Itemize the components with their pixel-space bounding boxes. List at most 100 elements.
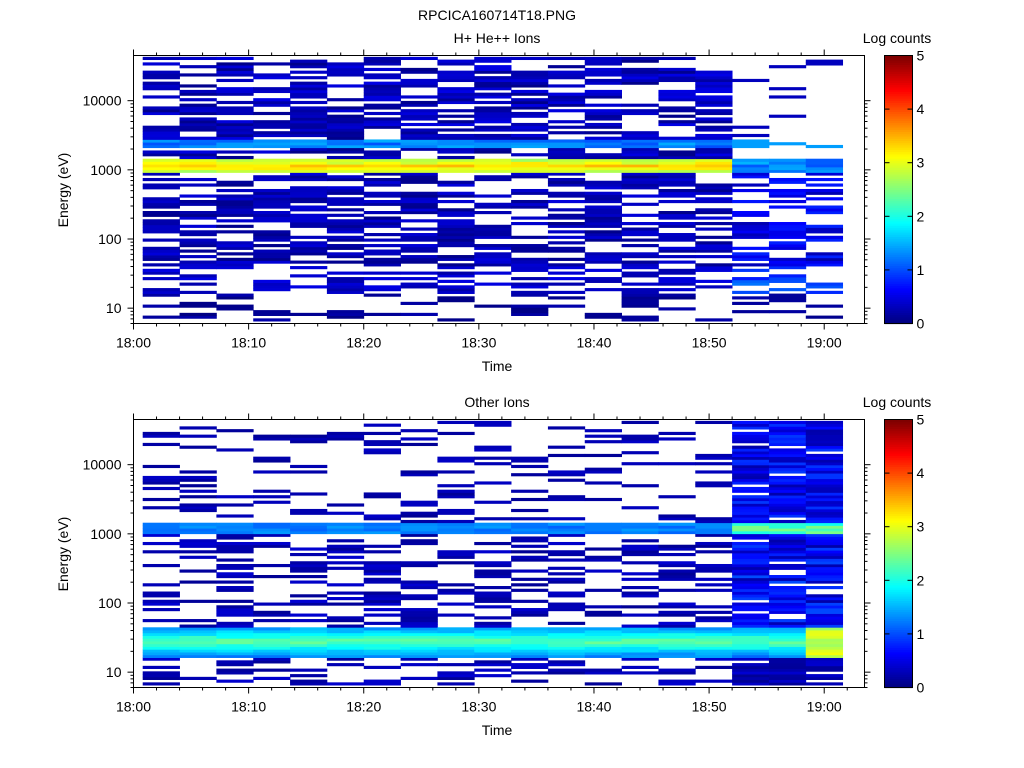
heatmap-cell [216, 663, 254, 667]
heatmap-cell [179, 266, 217, 270]
heatmap-cell [547, 445, 586, 449]
heatmap-cell [658, 525, 696, 529]
heatmap-cell [437, 78, 475, 83]
heatmap-cell [658, 271, 696, 275]
colorbar-segment [884, 189, 913, 193]
colorbar-segment [884, 658, 913, 662]
heatmap-cell [658, 95, 696, 99]
heatmap-cell [584, 191, 623, 195]
heatmap-cell [290, 59, 328, 63]
heatmap-cell [179, 484, 217, 488]
heatmap-cell [768, 586, 807, 590]
heatmap-cell [621, 638, 659, 642]
heatmap-cell [695, 186, 733, 190]
colorbar-segment [884, 265, 913, 269]
heatmap-cell [142, 144, 180, 149]
colorbar-segment [884, 254, 913, 258]
heatmap-cell [474, 125, 512, 129]
colorbar-segment [884, 142, 913, 146]
colorbar-segment [884, 535, 913, 539]
heatmap-cell [363, 632, 401, 636]
heatmap-cell [695, 87, 733, 91]
heatmap-cell [658, 627, 696, 631]
heatmap-cell [768, 608, 807, 612]
heatmap-cell [547, 263, 586, 267]
heatmap-cell [805, 227, 844, 231]
heatmap-cell [768, 671, 807, 675]
colorbar-segment [884, 296, 913, 300]
heatmap-cell [621, 186, 659, 190]
heatmap-cell [511, 56, 549, 61]
heatmap-cell [768, 674, 807, 678]
heatmap-cell [437, 318, 475, 322]
heatmap-cell [142, 641, 180, 645]
heatmap-cell [805, 506, 844, 510]
colorbar-segment [884, 243, 913, 246]
heatmap-cell [290, 199, 328, 204]
heatmap-cell [363, 155, 401, 160]
heatmap-cell [290, 65, 328, 69]
heatmap-cell [142, 109, 180, 113]
heatmap-cell [584, 67, 623, 72]
colorbar-segment [884, 100, 913, 103]
heatmap-cell [695, 525, 733, 529]
heatmap-cell [805, 429, 844, 433]
heatmap-cell [732, 199, 770, 204]
heatmap-cell [253, 252, 291, 256]
heatmap-cell [695, 125, 733, 129]
heatmap-cell [142, 671, 180, 675]
heatmap-cell [400, 676, 438, 680]
colorbar-segment [884, 120, 913, 124]
heatmap-cell [326, 627, 365, 631]
heatmap-cell [179, 632, 217, 636]
heatmap-cell [695, 616, 733, 620]
colorbar-segment [884, 64, 913, 68]
heatmap-cell [142, 682, 180, 686]
heatmap-cell [695, 528, 733, 532]
heatmap-cell [805, 188, 844, 193]
heatmap-cell [621, 139, 659, 143]
heatmap-cell [547, 177, 586, 182]
heatmap-cell [584, 312, 623, 316]
heatmap-cell [216, 266, 254, 270]
heatmap-cell [805, 646, 844, 650]
heatmap-cell [437, 208, 475, 212]
heatmap-cell [216, 528, 254, 532]
colorbar-segment [884, 428, 913, 432]
heatmap-cell [511, 671, 549, 675]
heatmap-cell [179, 489, 217, 493]
heatmap-cell [695, 117, 733, 121]
heatmap-cell [437, 583, 475, 587]
heatmap-cell [658, 136, 696, 140]
heatmap-cell [326, 511, 365, 515]
heatmap-cell [437, 150, 475, 154]
colorbar-segment [884, 276, 913, 280]
heatmap-cell [621, 177, 659, 182]
heatmap-cell [768, 442, 807, 447]
heatmap-cell [253, 131, 291, 135]
heatmap-cell [400, 277, 438, 281]
y-tick-label: 1000 [90, 526, 121, 542]
heatmap-cell [584, 252, 623, 256]
heatmap-cell [621, 133, 659, 138]
heatmap-cell [768, 194, 807, 198]
heatmap-cell [768, 563, 807, 568]
heatmap-cell [547, 169, 586, 173]
colorbar-segment [884, 93, 913, 97]
heatmap-cell [216, 580, 254, 584]
heatmap-cell [437, 224, 475, 228]
heatmap-cell [179, 249, 217, 253]
heatmap-cell [511, 508, 549, 513]
heatmap-cell [363, 572, 401, 576]
heatmap-cell [142, 153, 180, 157]
colorbar-segment [884, 294, 913, 298]
colorbar-segment [884, 450, 913, 454]
heatmap-cell [695, 630, 733, 634]
heatmap-cell [768, 541, 807, 546]
heatmap-cell [216, 161, 254, 165]
colorbar-segment [884, 62, 913, 66]
heatmap-cell [768, 605, 807, 609]
heatmap-cell [621, 238, 659, 242]
heatmap-cell [547, 470, 586, 474]
